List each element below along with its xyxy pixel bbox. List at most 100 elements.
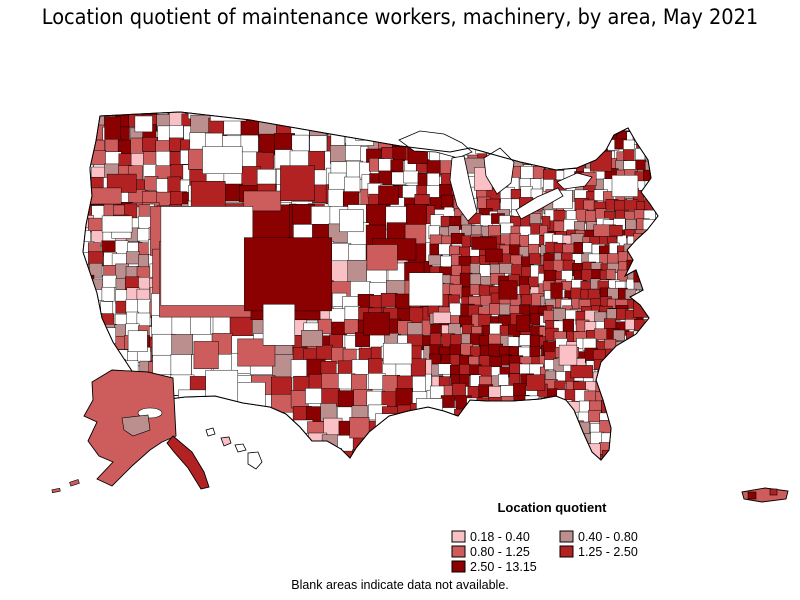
- map-area: [126, 251, 140, 265]
- map-area: [603, 112, 616, 124]
- map-area: [632, 357, 647, 372]
- map-area: [327, 188, 344, 208]
- map-area: [611, 398, 626, 413]
- map-area: [402, 112, 418, 126]
- map-area: [424, 447, 432, 460]
- map-area: [616, 351, 629, 364]
- map-area: [524, 395, 540, 410]
- map-area: [631, 412, 646, 426]
- legend-label: 2.50 - 13.15: [470, 560, 537, 574]
- map-area: [664, 264, 670, 275]
- map-area: [239, 112, 258, 119]
- map-area: [643, 118, 658, 131]
- map-area: [83, 386, 91, 400]
- map-area: [510, 132, 526, 147]
- map-area: [408, 272, 444, 307]
- map-area: [83, 301, 92, 316]
- map-area: [595, 121, 609, 133]
- map-area: [438, 243, 451, 255]
- map-area: [643, 245, 654, 259]
- map-area: [290, 359, 310, 378]
- map-area: [171, 334, 196, 356]
- map-area: [602, 467, 617, 479]
- map-area: [104, 116, 121, 140]
- map-area: [102, 98, 117, 111]
- map-area: [570, 365, 593, 379]
- map-area: [498, 280, 518, 300]
- map-area: [526, 374, 546, 391]
- map-area: [636, 243, 649, 257]
- map-area: [501, 430, 516, 437]
- map-area: [626, 340, 638, 352]
- map-area: [655, 170, 658, 182]
- map-area: [643, 380, 655, 394]
- map-area: [550, 282, 563, 299]
- map-area: [205, 369, 239, 414]
- map-area: [170, 354, 192, 378]
- map-area: [488, 422, 504, 438]
- map-area: [596, 128, 610, 141]
- map-area: [137, 298, 151, 314]
- legend-item: 2.50 - 13.15: [451, 560, 537, 574]
- map-area: [378, 185, 399, 205]
- map-area: [477, 432, 493, 438]
- map-area: [330, 145, 348, 164]
- map-area: [653, 371, 658, 385]
- map-area: [142, 136, 158, 152]
- map-area: [498, 373, 509, 386]
- map-area: [586, 131, 600, 146]
- legend-item: 1.25 - 2.50: [559, 545, 638, 559]
- map-area: [653, 318, 658, 333]
- legend-label: 1.25 - 2.50: [578, 545, 638, 559]
- map-area: [380, 450, 399, 460]
- map-area: [545, 399, 561, 412]
- map-area: [633, 419, 647, 434]
- map-area: [244, 237, 332, 312]
- map-area: [410, 449, 430, 460]
- map-area: [568, 444, 581, 458]
- hawaii-oahu: [220, 436, 232, 447]
- map-area: [100, 301, 114, 315]
- footer-note: Blank areas indicate data not available.: [291, 578, 509, 592]
- map-area: [632, 467, 644, 479]
- map-area: [450, 112, 458, 126]
- map-area: [653, 444, 658, 460]
- map-area: [625, 100, 635, 111]
- map-area: [192, 395, 214, 414]
- map-area: [309, 112, 332, 121]
- map-area: [642, 280, 655, 292]
- map-area: [566, 118, 580, 131]
- map-area: [366, 122, 383, 138]
- map-area: [305, 388, 322, 404]
- map-area: [573, 112, 587, 113]
- legend-swatch-icon: [559, 530, 574, 543]
- map-area: [508, 112, 521, 113]
- map-area: [83, 112, 91, 115]
- map-area: [623, 199, 639, 211]
- map-area: [403, 112, 418, 114]
- map-area: [514, 407, 527, 421]
- map-area: [403, 170, 419, 184]
- map-area: [499, 134, 512, 147]
- map-area: [520, 122, 534, 137]
- map-area: [596, 99, 609, 109]
- map-area: [605, 112, 618, 115]
- map-area: [644, 112, 658, 122]
- map-area: [485, 131, 498, 146]
- map-area: [469, 263, 481, 274]
- map-area: [654, 191, 658, 204]
- map-area: [662, 236, 668, 245]
- map-area: [654, 99, 667, 111]
- map-area: [660, 298, 666, 309]
- map-area: [653, 271, 658, 285]
- map-area: [566, 112, 579, 124]
- map-area: [543, 141, 558, 155]
- map-area: [646, 129, 658, 143]
- map-area: [661, 306, 667, 312]
- map-area: [644, 389, 657, 402]
- us-outline: [82, 111, 659, 461]
- map-area: [526, 433, 541, 440]
- map-area: [325, 115, 334, 135]
- map-area: [91, 348, 106, 366]
